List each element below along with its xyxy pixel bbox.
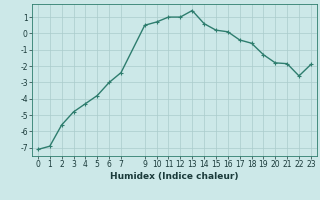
X-axis label: Humidex (Indice chaleur): Humidex (Indice chaleur)	[110, 172, 239, 181]
